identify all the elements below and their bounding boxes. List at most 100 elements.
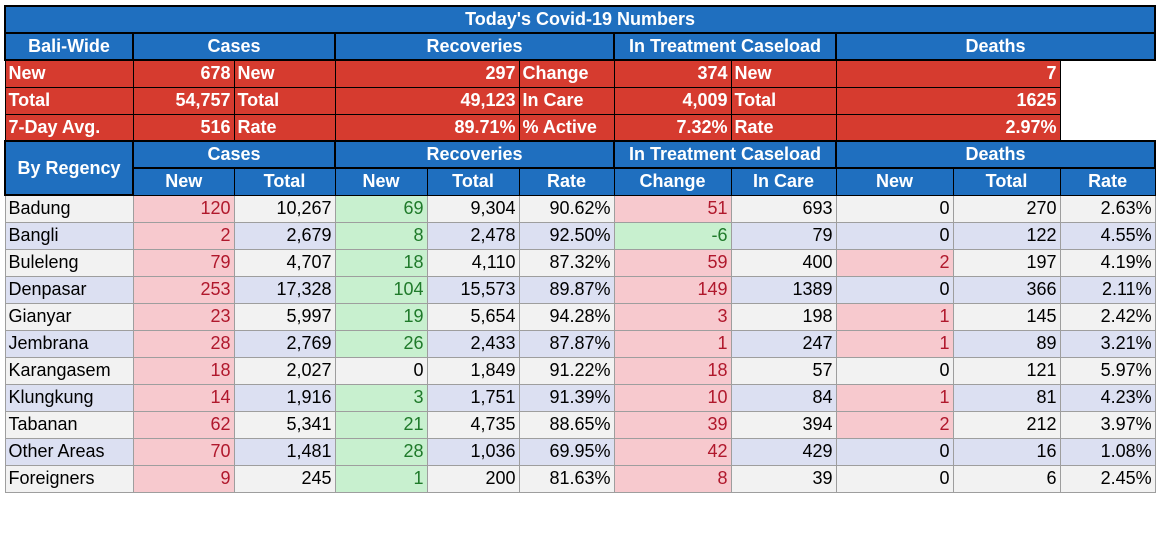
- section-recoveries-2: Recoveries: [334, 140, 615, 169]
- table-row: Klungkung 14 1,916 3 1,751 91.39% 10 84 1 81 4.23%: [4, 383, 1156, 412]
- treatment-in-care: 394: [730, 410, 837, 439]
- section-deaths-2: Deaths: [834, 140, 1157, 169]
- regency-name: Other Areas: [4, 437, 134, 466]
- summary-value: 7.32%: [613, 113, 732, 142]
- recoveries-new: 3: [334, 383, 428, 412]
- summary-value: 49,123: [334, 86, 520, 115]
- bali-header-row: Bali-Wide Cases Recoveries In Treatment …: [4, 32, 1157, 61]
- summary-value: 54,757: [132, 86, 235, 115]
- table-row: Foreigners 9 245 1 200 81.63% 8 39 0 6 2.45%: [4, 464, 1156, 493]
- deaths-total: 145: [952, 302, 1061, 331]
- deaths-rate: 2.42%: [1059, 302, 1156, 331]
- recoveries-total: 1,751: [426, 383, 520, 412]
- deaths-rate: 4.19%: [1059, 248, 1156, 277]
- summary-label: New: [4, 59, 134, 88]
- by-regency-label: By Regency: [4, 140, 134, 196]
- bali-wide-label: Bali-Wide: [4, 32, 134, 61]
- recoveries-rate: 91.39%: [518, 383, 615, 412]
- bali-wide-body: New 678 New 297 Change 374 New 7 Total 54,757 Tota…: [4, 59, 1155, 142]
- column-header-row: New Total New Total Rate Change In Care …: [5, 167, 1156, 196]
- deaths-total: 366: [952, 275, 1061, 304]
- summary-label: Rate: [233, 113, 336, 142]
- recoveries-new: 28: [334, 437, 428, 466]
- recoveries-total: 1,849: [426, 356, 520, 385]
- cases-total: 1,481: [233, 437, 336, 466]
- recoveries-new: 0: [334, 356, 428, 385]
- recoveries-rate: 92.50%: [518, 221, 615, 250]
- deaths-new: 0: [835, 221, 954, 250]
- summary-value: 7: [835, 59, 1061, 88]
- recoveries-total: 4,110: [426, 248, 520, 277]
- cases-new: 23: [132, 302, 235, 331]
- cases-new: 9: [132, 464, 235, 493]
- col-header: Total: [952, 167, 1061, 196]
- recoveries-rate: 87.87%: [518, 329, 615, 358]
- cases-total: 1,916: [233, 383, 336, 412]
- table-row: Karangasem 18 2,027 0 1,849 91.22% 18 57 0 121 5.9…: [4, 356, 1156, 385]
- regency-name: Bangli: [4, 221, 134, 250]
- col-header: New: [835, 167, 954, 196]
- table-row: Gianyar 23 5,997 19 5,654 94.28% 3 198 1 145 2.42%: [4, 302, 1156, 331]
- summary-value: 516: [132, 113, 235, 142]
- summary-value: 1625: [835, 86, 1061, 115]
- table-row: Bangli 2 2,679 8 2,478 92.50% -6 79 0 122 4.55%: [4, 221, 1156, 250]
- deaths-rate: 5.97%: [1059, 356, 1156, 385]
- regency-name: Tabanan: [4, 410, 134, 439]
- bali-summary-row: Total 54,757 Total 49,123 In Care 4,009 Total 1…: [4, 86, 1155, 115]
- summary-label: Change: [518, 59, 615, 88]
- deaths-new: 1: [835, 383, 954, 412]
- recoveries-new: 1: [334, 464, 428, 493]
- recoveries-total: 2,433: [426, 329, 520, 358]
- deaths-rate: 3.97%: [1059, 410, 1156, 439]
- treatment-change: 51: [613, 194, 732, 223]
- bali-summary-row: 7-Day Avg. 516 Rate 89.71%% Active 7.32% Rate…: [4, 113, 1155, 142]
- deaths-new: 0: [835, 356, 954, 385]
- recoveries-rate: 88.65%: [518, 410, 615, 439]
- deaths-new: 0: [835, 194, 954, 223]
- regency-name: Foreigners: [4, 464, 134, 493]
- recoveries-new: 21: [334, 410, 428, 439]
- treatment-in-care: 79: [730, 221, 837, 250]
- summary-label: Total: [4, 86, 134, 115]
- deaths-new: 0: [835, 464, 954, 493]
- recoveries-total: 5,654: [426, 302, 520, 331]
- cases-total: 5,341: [233, 410, 336, 439]
- summary-value: 374: [613, 59, 732, 88]
- treatment-in-care: 39: [730, 464, 837, 493]
- regency-name: Buleleng: [4, 248, 134, 277]
- col-header: Rate: [518, 167, 615, 196]
- cases-total: 2,027: [233, 356, 336, 385]
- cases-total: 2,769: [233, 329, 336, 358]
- recoveries-total: 15,573: [426, 275, 520, 304]
- regency-header-row: By Regency Cases Recoveries In Treatment…: [4, 140, 1157, 196]
- title-row: Today's Covid-19 Numbers: [3, 5, 1157, 34]
- deaths-total: 212: [952, 410, 1061, 439]
- summary-label: In Care: [518, 86, 615, 115]
- table-row: Badung 120 10,267 69 9,304 90.62% 51 693 0 270 2.6…: [4, 194, 1156, 223]
- summary-label: % Active: [518, 113, 615, 142]
- recoveries-total: 4,735: [426, 410, 520, 439]
- cases-new: 14: [132, 383, 235, 412]
- section-treatment: In Treatment Caseload: [613, 32, 837, 61]
- deaths-total: 16: [952, 437, 1061, 466]
- recoveries-total: 200: [426, 464, 520, 493]
- recoveries-rate: 90.62%: [518, 194, 615, 223]
- cases-new: 120: [132, 194, 235, 223]
- deaths-total: 6: [952, 464, 1061, 493]
- treatment-in-care: 84: [730, 383, 837, 412]
- deaths-rate: 2.11%: [1059, 275, 1156, 304]
- treatment-change: 1: [613, 329, 732, 358]
- deaths-new: 1: [835, 302, 954, 331]
- cases-new: 70: [132, 437, 235, 466]
- recoveries-total: 2,478: [426, 221, 520, 250]
- summary-label: 7-Day Avg.: [4, 113, 134, 142]
- treatment-change: 39: [613, 410, 732, 439]
- deaths-rate: 4.23%: [1059, 383, 1156, 412]
- regency-name: Karangasem: [4, 356, 134, 385]
- summary-label: Total: [730, 86, 837, 115]
- regency-name: Gianyar: [4, 302, 134, 331]
- recoveries-rate: 69.95%: [518, 437, 615, 466]
- covid-numbers-table: Today's Covid-19 Numbers Bali-Wide Cases…: [3, 5, 1157, 493]
- recoveries-rate: 91.22%: [518, 356, 615, 385]
- col-header: Rate: [1059, 167, 1156, 196]
